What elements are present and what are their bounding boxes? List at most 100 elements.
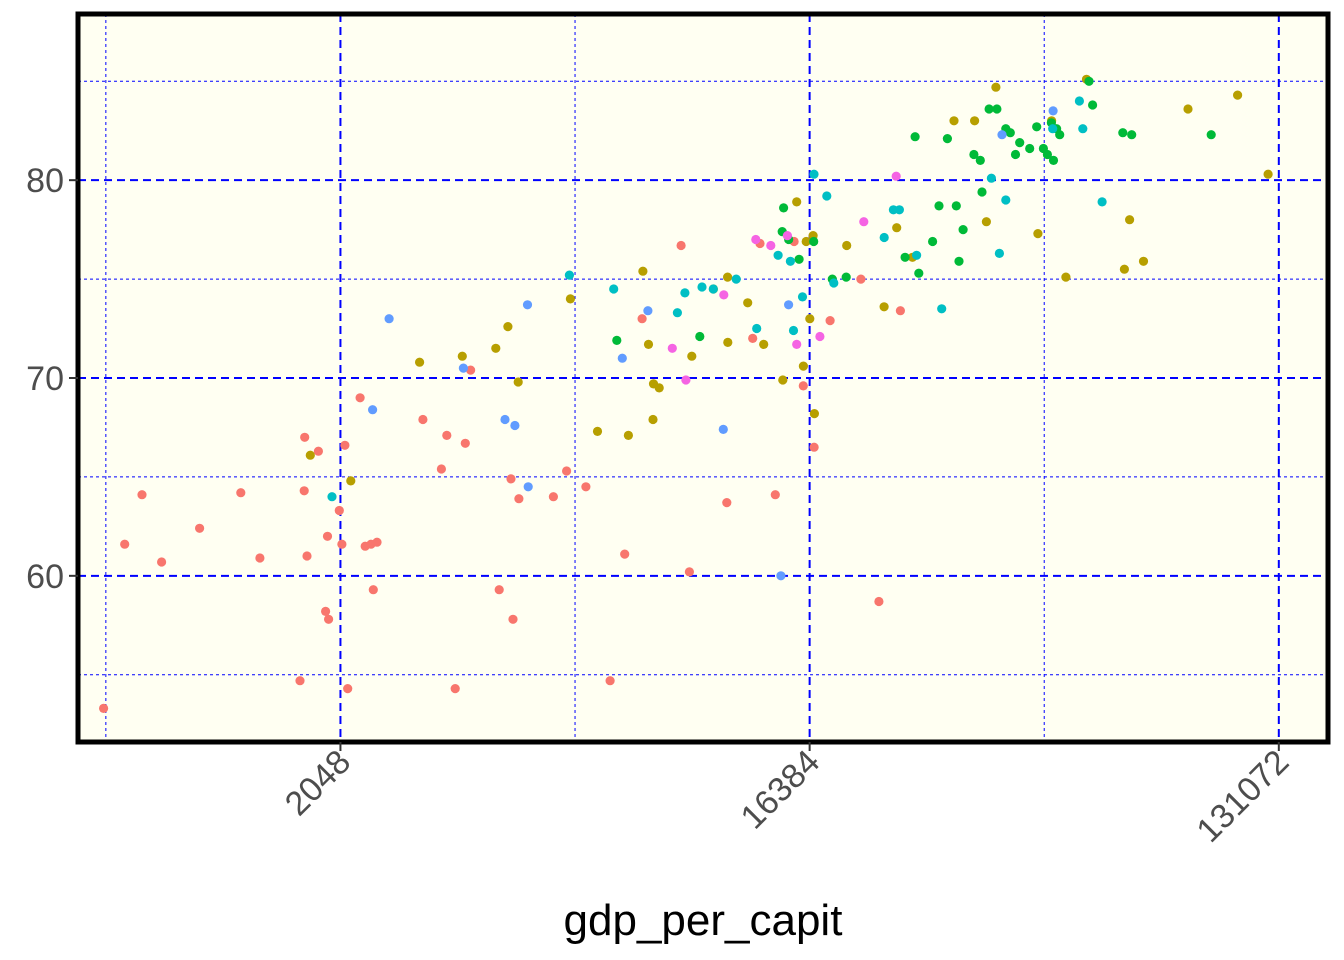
data-point xyxy=(1084,76,1094,86)
data-point xyxy=(969,149,979,160)
data-point xyxy=(1048,106,1058,116)
x-tick-label: 131072 xyxy=(1189,743,1296,850)
data-point xyxy=(637,314,647,324)
data-point xyxy=(1015,138,1025,148)
data-point xyxy=(841,272,851,282)
data-point xyxy=(894,205,905,215)
data-point xyxy=(981,217,992,227)
data-point xyxy=(508,614,518,624)
data-point xyxy=(695,331,705,342)
data-point xyxy=(1127,130,1137,140)
data-point xyxy=(255,553,265,563)
data-point xyxy=(797,292,808,302)
x-axis: 2048 16384 131072 xyxy=(278,742,1296,850)
data-point xyxy=(1032,122,1042,132)
data-point xyxy=(773,250,783,260)
data-point xyxy=(949,116,959,126)
data-point xyxy=(1033,229,1043,239)
data-point xyxy=(779,203,789,213)
data-point xyxy=(436,464,446,474)
data-point xyxy=(415,357,425,367)
data-point xyxy=(343,684,353,694)
data-point xyxy=(1119,264,1129,274)
data-point xyxy=(805,314,815,324)
data-point xyxy=(460,438,470,448)
data-point xyxy=(900,252,910,262)
data-point xyxy=(654,383,664,393)
x-axis-title: gdp_per_capit xyxy=(564,896,843,945)
data-point xyxy=(856,274,866,284)
data-point xyxy=(994,248,1005,258)
data-point xyxy=(970,116,980,126)
data-point xyxy=(879,302,889,312)
data-point xyxy=(731,274,741,284)
data-point xyxy=(1005,128,1015,138)
data-point xyxy=(1048,124,1058,134)
data-point xyxy=(1233,90,1243,100)
data-point xyxy=(562,466,572,476)
data-point xyxy=(1074,96,1084,106)
data-point xyxy=(723,337,733,347)
data-point xyxy=(859,217,869,227)
data-point xyxy=(879,232,889,243)
data-point xyxy=(322,531,333,541)
data-point xyxy=(798,381,808,391)
data-point xyxy=(672,308,683,318)
data-point xyxy=(368,585,378,595)
data-point xyxy=(792,339,802,349)
data-point xyxy=(334,505,344,516)
data-point xyxy=(788,325,799,336)
data-point xyxy=(718,424,728,434)
y-axis: 60 70 80 xyxy=(26,162,78,596)
data-point xyxy=(912,250,922,260)
data-point xyxy=(759,339,769,349)
data-point xyxy=(513,377,523,387)
data-point xyxy=(592,426,603,436)
data-point xyxy=(934,201,944,211)
data-point xyxy=(977,187,987,197)
data-point xyxy=(984,104,994,114)
data-point xyxy=(305,450,315,460)
data-point xyxy=(565,294,576,304)
data-point xyxy=(676,240,686,251)
data-point xyxy=(809,409,820,419)
data-point xyxy=(1010,149,1021,160)
data-point xyxy=(822,191,832,201)
data-point xyxy=(958,225,968,235)
data-point xyxy=(782,231,793,241)
x-tick-label: 16384 xyxy=(734,743,828,837)
y-tick-label: 60 xyxy=(26,558,64,596)
data-point xyxy=(295,676,305,686)
data-point xyxy=(986,173,997,183)
data-point xyxy=(491,343,501,353)
data-point xyxy=(842,240,852,251)
y-tick-label: 80 xyxy=(26,162,64,200)
data-point xyxy=(506,474,516,484)
data-point xyxy=(975,155,985,165)
data-point xyxy=(648,414,658,425)
data-point xyxy=(340,440,350,450)
data-point xyxy=(1042,149,1052,160)
data-point xyxy=(697,282,707,292)
data-point xyxy=(442,430,452,440)
data-point xyxy=(743,298,753,308)
data-point xyxy=(643,339,654,349)
data-point xyxy=(1001,195,1011,205)
data-point xyxy=(300,432,310,442)
grid-lines xyxy=(78,14,1328,742)
data-point xyxy=(667,343,677,353)
data-point xyxy=(910,132,920,142)
data-point xyxy=(937,304,947,314)
data-point xyxy=(794,254,804,264)
data-point xyxy=(372,537,382,547)
data-point xyxy=(801,236,811,247)
data-point xyxy=(942,134,953,144)
data-point xyxy=(321,606,331,617)
data-point xyxy=(1206,130,1216,140)
data-point xyxy=(684,567,695,577)
data-point xyxy=(195,523,205,533)
data-point xyxy=(457,351,467,361)
data-point xyxy=(954,256,964,266)
data-point xyxy=(514,494,524,504)
